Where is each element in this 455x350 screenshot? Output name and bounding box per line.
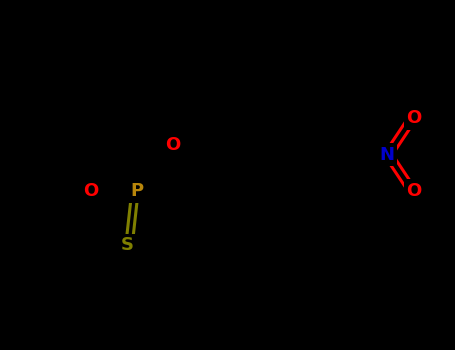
Text: N: N	[379, 146, 394, 163]
Text: P: P	[130, 182, 143, 200]
Text: O: O	[84, 182, 99, 200]
Text: O: O	[406, 109, 421, 127]
Text: S: S	[121, 237, 134, 254]
Text: O: O	[165, 136, 181, 154]
Text: O: O	[406, 182, 421, 200]
